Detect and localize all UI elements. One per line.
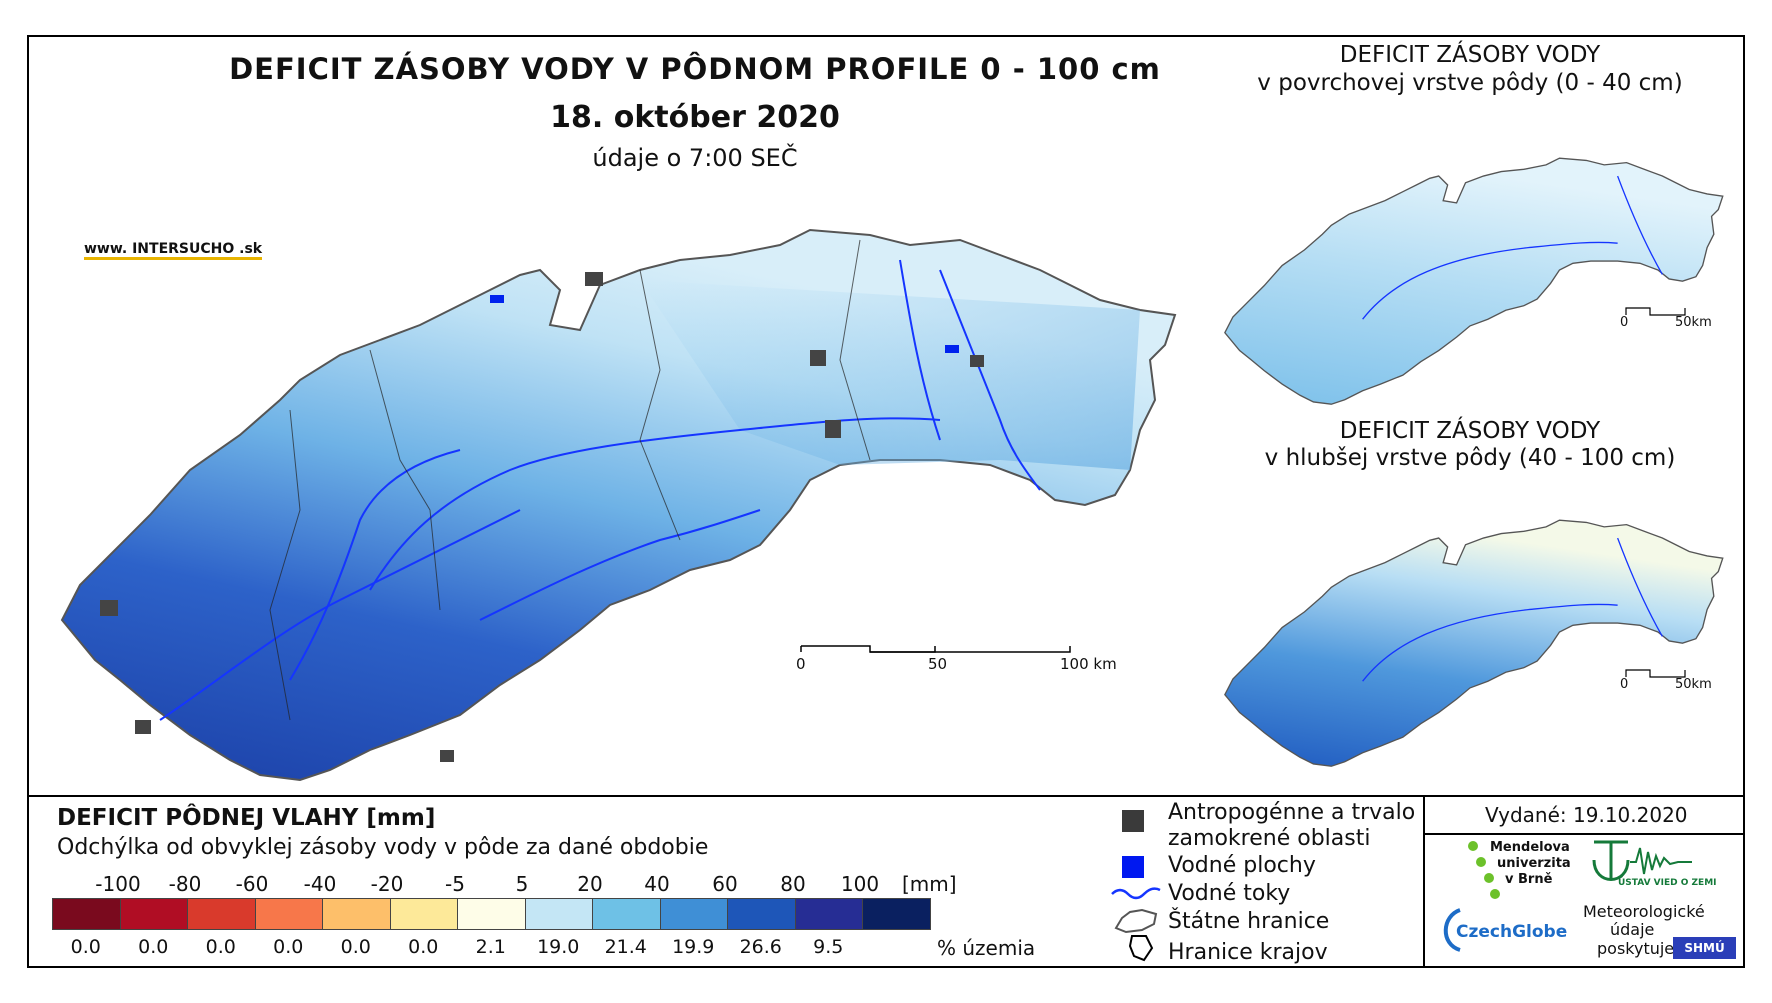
main-scale-50: 50	[928, 655, 948, 673]
legend-pct-value: 2.1	[475, 936, 506, 958]
legend-panel	[27, 795, 1745, 968]
anthropogenic-areas	[100, 272, 984, 762]
legend-color-swatch	[794, 898, 863, 930]
side-map-2-title-2: v hlubšej vrstve pôdy (40 - 100 cm)	[1264, 445, 1676, 471]
ustav-logo-text: ÚSTAV VIED O ZEMI	[1618, 878, 1717, 888]
region-border-icon	[1128, 935, 1154, 962]
legend-pct-value: 0.0	[340, 936, 371, 958]
legend-color-swatch	[322, 898, 391, 930]
side-map-2-scale-0: 0	[1620, 677, 1629, 692]
main-map	[60, 228, 1177, 782]
legend-color-swatch	[389, 898, 458, 930]
legend-pct-value: 9.5	[813, 936, 844, 958]
threshold-label: 20	[577, 872, 603, 896]
side-map-1-scale-bar	[1625, 307, 1686, 316]
legend-pct-value: 0.0	[273, 936, 304, 958]
side-map-1-title-2: v povrchovej vrstve pôdy (0 - 40 cm)	[1257, 70, 1683, 96]
website-link[interactable]: www. INTERSUCHO .sk	[84, 241, 263, 260]
czechglobe-logo: CzechGlobe	[1456, 922, 1568, 942]
map-date: 18. október 2020	[550, 100, 840, 135]
legend-pct-unit: % územia	[937, 936, 1036, 960]
mendel-logo-line1: Mendelova	[1490, 840, 1570, 855]
legend-pct-value: 0.0	[138, 936, 169, 958]
side-map-1-scale-50: 50km	[1675, 315, 1712, 330]
side-map-surface	[1224, 157, 1724, 405]
threshold-label: -5	[445, 872, 465, 896]
river-label: Vodné toky	[1168, 881, 1291, 906]
legend-color-swatch	[592, 898, 661, 930]
legend-color-swatch	[457, 898, 526, 930]
legend-pct-value: 19.9	[672, 936, 715, 958]
shmu-logo: SHMÚ	[1673, 937, 1736, 959]
meteo-line3: poskytuje:	[1597, 939, 1680, 958]
threshold-label: -100	[95, 872, 141, 896]
legend-color-swatch	[524, 898, 593, 930]
threshold-label: 100	[840, 872, 880, 896]
main-scale-0: 0	[796, 655, 806, 673]
threshold-label: -20	[370, 872, 404, 896]
threshold-label: -60	[235, 872, 269, 896]
legend-color-swatch	[727, 898, 796, 930]
threshold-label: 60	[712, 872, 738, 896]
rivers	[159, 259, 1041, 721]
legend-pct-value: 0.0	[205, 936, 236, 958]
legend-color-swatch	[52, 898, 121, 930]
threshold-label: -80	[168, 872, 202, 896]
legend-subtitle: Odchýlka od obvyklej zásoby vody v pôde …	[57, 835, 709, 860]
anthropogenic-label: Antropogénne a trvalo zamokrené oblasti	[1168, 800, 1416, 851]
threshold-label: 40	[644, 872, 670, 896]
legend-color-swatch	[659, 898, 728, 930]
map-time-note: údaje o 7:00 SEČ	[592, 144, 798, 172]
legend-color-swatch	[187, 898, 256, 930]
issued-divider	[1423, 833, 1745, 835]
legend-pct-value: 19.0	[537, 936, 580, 958]
legend-pct-value: 21.4	[604, 936, 647, 958]
ustav-logo-icon	[1592, 840, 1692, 881]
region-borders	[269, 239, 871, 721]
side-map-2-scale-bar	[1625, 669, 1686, 678]
legend-pct-value: 0.0	[70, 936, 101, 958]
main-scale-bar	[800, 645, 1071, 653]
threshold-label: -40	[303, 872, 337, 896]
side-map-1-title-1: DEFICIT ZÁSOBY VODY	[1339, 42, 1601, 68]
legend-title: DEFICIT PÔDNEJ VLAHY [mm]	[57, 805, 436, 831]
legend-color-swatch	[862, 898, 931, 930]
main-scale-100: 100 km	[1060, 655, 1117, 673]
side-map-1-scale-0: 0	[1620, 315, 1629, 330]
threshold-label: 80	[780, 872, 806, 896]
water-area-label: Vodné plochy	[1168, 853, 1316, 878]
czechglobe-arc-icon	[1443, 908, 1461, 952]
side-map-deep	[1224, 519, 1724, 767]
state-border-label: Štátne hranice	[1168, 909, 1330, 934]
legend-unit: [mm]	[902, 872, 957, 896]
legend-pct-value: 0.0	[408, 936, 439, 958]
legend-divider	[1423, 795, 1425, 968]
meteo-line2: údaje	[1610, 920, 1655, 939]
legend-color-swatch	[119, 898, 188, 930]
map-title: DEFICIT ZÁSOBY VODY V PÔDNOM PROFILE 0 -…	[229, 52, 1161, 86]
side-map-2-scale-50: 50km	[1675, 677, 1712, 692]
legend-color-swatch	[254, 898, 323, 930]
legend-pct-value: 26.6	[739, 936, 782, 958]
water-area-swatch	[1122, 856, 1144, 878]
mendel-dots-icon	[1468, 841, 1500, 899]
issued-date: Vydané: 19.10.2020	[1485, 803, 1688, 827]
mendel-logo-line3: v Brně	[1505, 872, 1553, 887]
meteo-line1: Meteorologické	[1583, 902, 1705, 921]
anthropogenic-swatch	[1122, 810, 1144, 832]
threshold-label: 5	[515, 872, 529, 896]
mendel-logo-line2: univerzita	[1497, 856, 1571, 871]
state-border-icon	[1114, 908, 1158, 934]
region-border-label: Hranice krajov	[1168, 940, 1328, 965]
side-map-2-title-1: DEFICIT ZÁSOBY VODY	[1339, 418, 1601, 444]
river-swatch-icon	[1111, 887, 1161, 900]
